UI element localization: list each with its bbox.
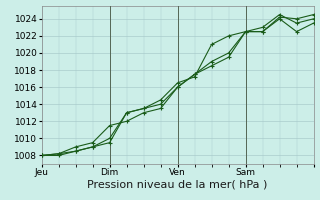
X-axis label: Pression niveau de la mer( hPa ): Pression niveau de la mer( hPa ) (87, 180, 268, 190)
